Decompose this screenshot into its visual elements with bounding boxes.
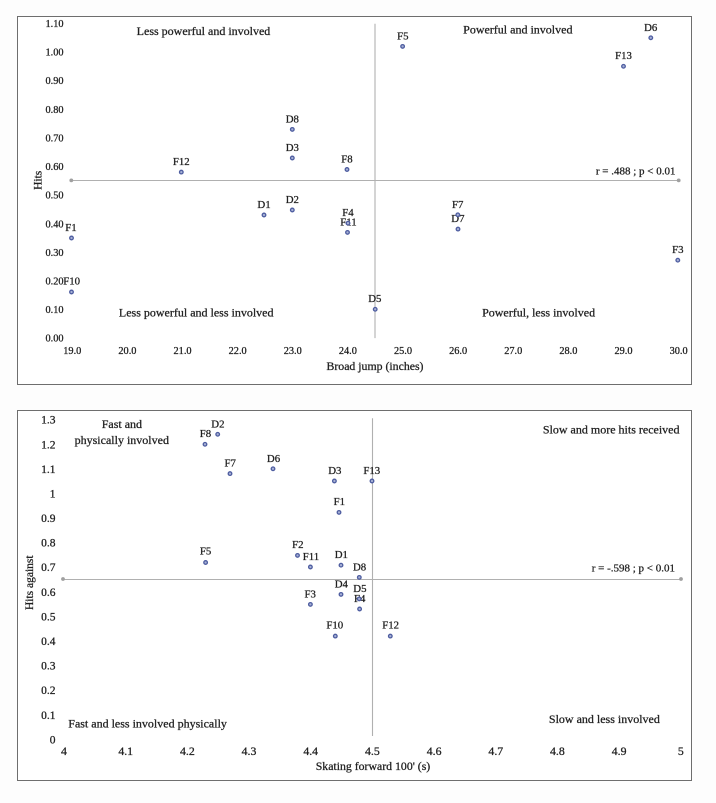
svg-text:D6: D6 xyxy=(644,22,658,34)
svg-text:F1: F1 xyxy=(334,496,345,508)
svg-text:Fast and: Fast and xyxy=(102,417,142,431)
svg-text:24.0: 24.0 xyxy=(339,346,357,357)
svg-text:Hits against: Hits against xyxy=(24,555,36,610)
svg-text:0.50: 0.50 xyxy=(45,191,63,202)
svg-text:F10: F10 xyxy=(326,619,343,631)
svg-text:0.9: 0.9 xyxy=(41,513,56,525)
svg-text:0.4: 0.4 xyxy=(41,636,56,648)
svg-text:20.0: 20.0 xyxy=(118,346,136,357)
svg-text:22.0: 22.0 xyxy=(229,346,247,357)
svg-text:F1: F1 xyxy=(65,222,76,234)
svg-text:r = -.598 ; p < 0.01: r = -.598 ; p < 0.01 xyxy=(592,562,675,574)
svg-text:1: 1 xyxy=(50,489,56,501)
svg-text:F5: F5 xyxy=(397,30,408,42)
svg-text:F3: F3 xyxy=(672,244,683,256)
svg-text:Less powerful and involved: Less powerful and involved xyxy=(137,24,271,38)
svg-text:D4: D4 xyxy=(335,578,349,590)
svg-text:Less powerful and less involve: Less powerful and less involved xyxy=(119,306,274,320)
svg-text:0.10: 0.10 xyxy=(45,305,63,316)
svg-text:D6: D6 xyxy=(267,453,281,465)
svg-text:1.3: 1.3 xyxy=(41,415,56,427)
svg-text:4: 4 xyxy=(61,744,67,758)
svg-text:F12: F12 xyxy=(382,619,399,631)
svg-text:0.7: 0.7 xyxy=(41,562,56,574)
svg-text:0.2: 0.2 xyxy=(41,685,56,697)
svg-text:Fast and less involved physica: Fast and less involved physically xyxy=(68,717,227,731)
svg-text:F11: F11 xyxy=(303,551,319,563)
svg-text:1.10: 1.10 xyxy=(45,19,63,30)
svg-text:27.0: 27.0 xyxy=(504,346,522,357)
svg-text:23.0: 23.0 xyxy=(284,346,302,357)
svg-text:D8: D8 xyxy=(286,113,299,125)
svg-text:D1: D1 xyxy=(257,199,270,211)
svg-text:0.60: 0.60 xyxy=(45,162,63,173)
svg-text:4.8: 4.8 xyxy=(550,744,565,758)
svg-text:21.0: 21.0 xyxy=(174,346,192,357)
svg-text:25.0: 25.0 xyxy=(394,346,412,357)
svg-text:0.00: 0.00 xyxy=(45,334,63,345)
svg-text:4.1: 4.1 xyxy=(118,744,133,758)
svg-text:physically involved: physically involved xyxy=(75,433,169,447)
svg-text:26.0: 26.0 xyxy=(449,346,467,357)
svg-text:D3: D3 xyxy=(286,142,299,154)
svg-text:1.1: 1.1 xyxy=(41,464,56,476)
svg-text:F2: F2 xyxy=(292,539,303,551)
svg-text:4.9: 4.9 xyxy=(612,744,627,758)
svg-text:19.0: 19.0 xyxy=(63,346,81,357)
svg-text:Skating forward 100' (s): Skating forward 100' (s) xyxy=(316,759,431,773)
svg-text:D1: D1 xyxy=(335,549,348,561)
svg-text:F7: F7 xyxy=(224,457,236,469)
svg-text:0.30: 0.30 xyxy=(45,248,63,259)
svg-text:0.90: 0.90 xyxy=(45,76,63,87)
svg-text:0.80: 0.80 xyxy=(45,105,63,116)
svg-text:Powerful and involved: Powerful and involved xyxy=(463,23,572,37)
svg-text:D3: D3 xyxy=(328,465,341,477)
svg-text:4.3: 4.3 xyxy=(242,744,257,758)
svg-text:D2: D2 xyxy=(211,418,224,430)
svg-text:4.5: 4.5 xyxy=(365,744,380,758)
svg-text:F7: F7 xyxy=(452,199,464,211)
svg-text:0.6: 0.6 xyxy=(41,587,56,599)
svg-text:Broad jump (inches): Broad jump (inches) xyxy=(327,359,424,373)
svg-text:F3: F3 xyxy=(304,588,315,600)
svg-text:30.0: 30.0 xyxy=(670,346,688,357)
svg-text:0.8: 0.8 xyxy=(41,538,56,550)
svg-text:r = .488 ; p < 0.01: r = .488 ; p < 0.01 xyxy=(596,166,676,178)
svg-text:1.00: 1.00 xyxy=(45,48,63,59)
svg-text:0.5: 0.5 xyxy=(41,611,56,623)
svg-text:D8: D8 xyxy=(353,561,366,573)
svg-text:4.7: 4.7 xyxy=(488,744,503,758)
svg-text:0.70: 0.70 xyxy=(45,133,63,144)
svg-text:Hits: Hits xyxy=(33,170,45,190)
svg-text:D5: D5 xyxy=(353,583,366,595)
svg-text:0.40: 0.40 xyxy=(45,219,63,230)
svg-text:Slow and more hits received: Slow and more hits received xyxy=(543,422,680,436)
svg-text:5: 5 xyxy=(678,744,684,758)
svg-text:0: 0 xyxy=(50,734,56,746)
svg-text:D2: D2 xyxy=(286,194,299,206)
svg-text:F12: F12 xyxy=(173,156,190,168)
svg-text:Powerful, less involved: Powerful, less involved xyxy=(482,306,595,320)
svg-text:D7: D7 xyxy=(451,213,465,225)
svg-text:0.1: 0.1 xyxy=(41,710,56,722)
svg-text:1.2: 1.2 xyxy=(41,439,56,451)
svg-text:F13: F13 xyxy=(363,465,380,477)
svg-text:4.2: 4.2 xyxy=(180,744,195,758)
svg-text:0.3: 0.3 xyxy=(41,661,56,673)
svg-text:D5: D5 xyxy=(368,293,381,305)
svg-text:Slow and less involved: Slow and less involved xyxy=(549,712,660,726)
svg-text:4.6: 4.6 xyxy=(427,744,442,758)
svg-text:29.0: 29.0 xyxy=(614,346,632,357)
svg-text:F13: F13 xyxy=(615,50,632,62)
svg-text:F10: F10 xyxy=(63,276,80,288)
svg-text:28.0: 28.0 xyxy=(559,346,577,357)
svg-text:F4: F4 xyxy=(342,207,354,219)
svg-text:F5: F5 xyxy=(200,546,211,558)
svg-text:4.4: 4.4 xyxy=(303,744,318,758)
svg-text:F8: F8 xyxy=(200,428,211,440)
svg-text:0.20: 0.20 xyxy=(45,276,63,287)
svg-text:F8: F8 xyxy=(341,153,352,165)
